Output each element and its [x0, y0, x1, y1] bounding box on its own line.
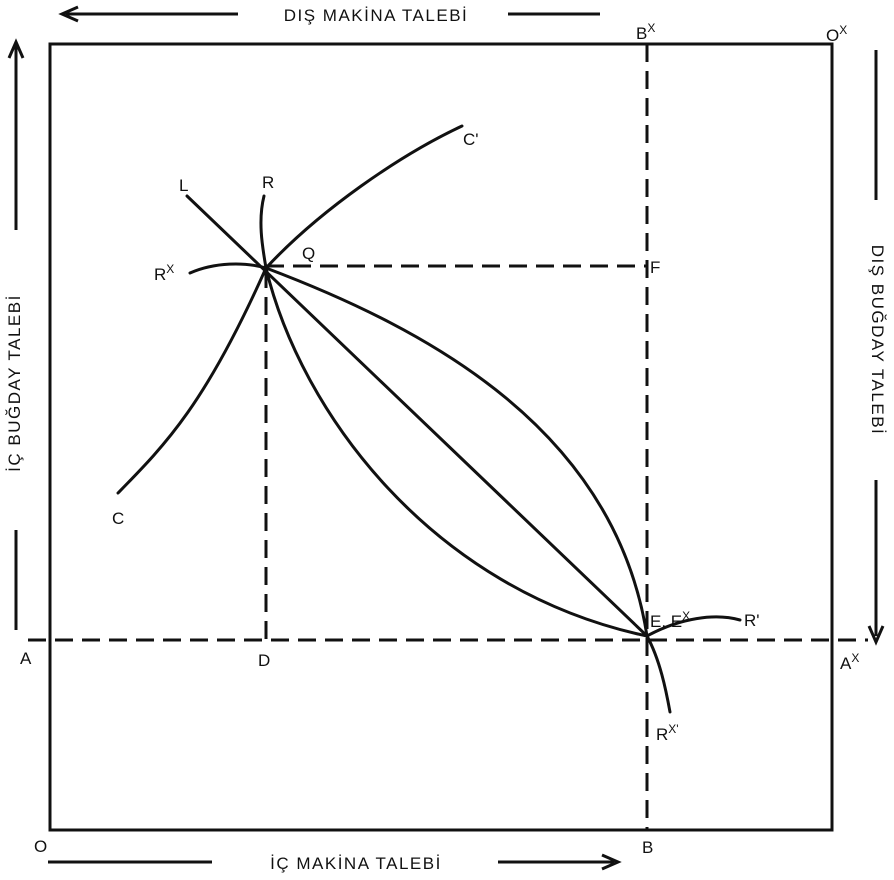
label-b: B: [642, 838, 653, 857]
arrowhead-top-left: [58, 5, 79, 23]
price-line-l: [185, 194, 649, 638]
label-o: O: [34, 837, 47, 856]
edgeworth-box-frame: [48, 42, 834, 832]
axis-title-bottom: İÇ MAKİNA TALEBİ: [270, 854, 442, 873]
axis-title-top: DIŞ MAKİNA TALEBİ: [284, 6, 469, 25]
label-curve-rx: RX: [154, 262, 174, 284]
label-bx: BX: [636, 21, 655, 43]
label-curve-c-prime: C': [463, 130, 479, 149]
label-a: A: [20, 649, 32, 668]
axis-title-left: İÇ BUĞDAY TALEBİ: [5, 294, 24, 472]
axis-title-right: DIŞ BUĞDAY TALEBİ: [868, 245, 887, 436]
label-curve-rx-prime: RX': [656, 722, 679, 744]
label-curve-c: C: [112, 509, 124, 528]
label-e-ex: E, EX: [650, 609, 690, 631]
label-line-l: L: [179, 176, 188, 195]
label-curve-r-prime: R': [744, 611, 760, 630]
arrowhead-left-up: [7, 38, 25, 59]
offer-curve-r-lower: [259, 194, 672, 714]
arrowhead-right-down: [867, 625, 885, 646]
label-ax: AX: [840, 651, 859, 673]
label-q: Q: [302, 244, 315, 263]
offer-curve-rx-upper: [188, 262, 742, 639]
label-f: F: [650, 258, 660, 277]
label-curve-r: R: [262, 173, 274, 192]
label-d: D: [258, 651, 270, 670]
contract-curve-c-cprime: [116, 124, 464, 495]
arrowhead-bottom-right: [601, 853, 622, 871]
label-ox: OX: [826, 23, 847, 45]
